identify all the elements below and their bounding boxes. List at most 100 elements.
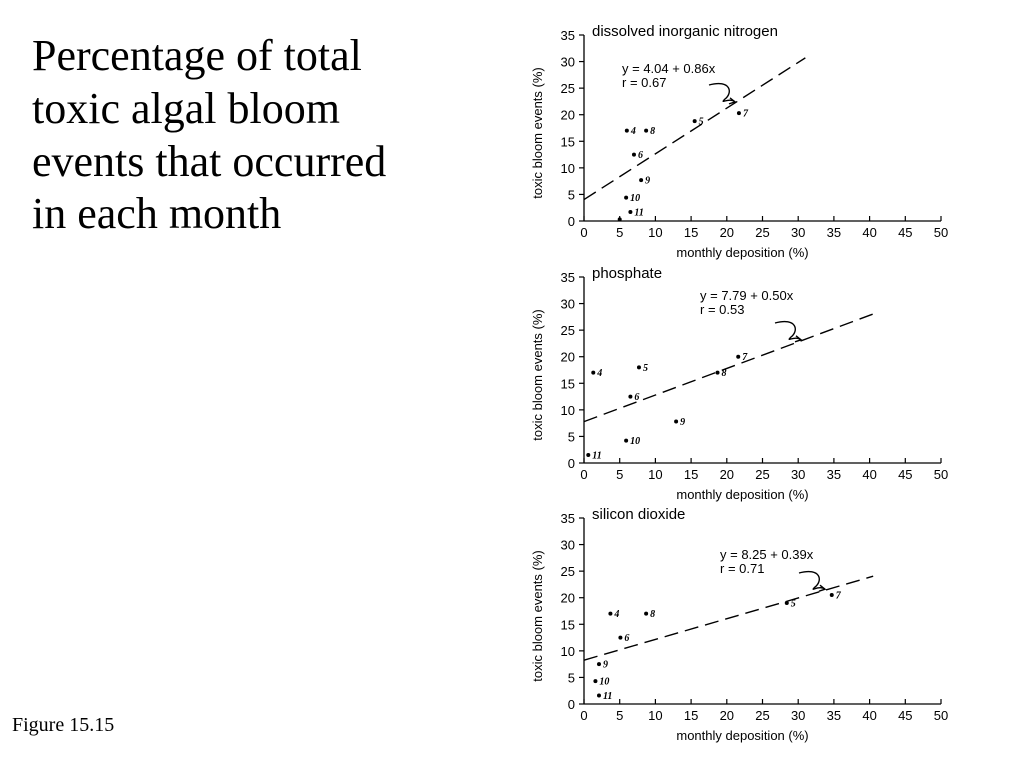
data-point-label: 5 [699,117,704,128]
data-point-label: 11 [634,207,643,218]
x-tick-label: 35 [827,225,841,240]
x-tick-label: 30 [791,225,805,240]
x-tick-label: 5 [616,467,623,482]
correlation-coefficient: r = 0.71 [720,561,764,576]
y-tick-label: 35 [561,270,575,285]
pointer-arrow [774,320,802,341]
x-tick-label: 20 [720,225,734,240]
data-point [644,611,649,616]
data-point-label: 4 [613,609,619,620]
y-tick-label: 35 [561,511,575,526]
x-tick-label: 45 [898,467,912,482]
data-point-label: 4 [630,126,636,137]
figure-caption: Figure 15.15 [12,714,115,736]
data-point [628,394,633,399]
regression-line [583,313,874,423]
y-tick-label: 30 [561,538,575,553]
data-point-label: 8 [650,126,655,137]
x-tick-label: 40 [862,467,876,482]
data-point-label: 11 [603,691,612,702]
y-tick-label: 15 [561,617,575,632]
y-tick-label: 0 [568,456,575,471]
slide-title: Percentage of total toxic algal bloom ev… [32,31,387,239]
x-tick-label: 10 [648,708,662,723]
panel-title: dissolved inorganic nitrogen [592,23,778,40]
x-tick-label: 30 [791,708,805,723]
x-tick-label: 30 [791,467,805,482]
data-point-label: 7 [836,591,842,602]
panel-title: phosphate [592,265,662,282]
data-point [736,111,741,116]
x-tick-label: 35 [827,467,841,482]
pointer-arrow [798,570,826,590]
regression-equation: y = 4.04 + 0.86x [622,61,716,76]
data-point-label: 8 [722,368,727,379]
data-point [829,593,834,598]
data-point [736,354,741,359]
x-tick-label: 5 [616,708,623,723]
y-tick-label: 5 [568,187,575,202]
x-tick-label: 35 [827,708,841,723]
y-tick-label: 0 [568,697,575,712]
data-point [617,217,622,222]
data-point [596,662,601,667]
data-point [715,370,720,375]
x-tick-label: 0 [580,467,587,482]
correlation-coefficient: r = 0.67 [622,75,666,90]
x-tick-label: 40 [862,225,876,240]
data-point-label: 9 [603,660,608,671]
data-point [596,693,601,698]
data-point [784,601,789,606]
data-point [644,128,649,133]
y-axis-label: toxic bloom events (%) [530,309,545,441]
y-tick-label: 5 [568,670,575,685]
regression-equation: y = 7.79 + 0.50x [700,288,794,303]
y-tick-label: 20 [561,108,575,123]
data-point-label: 7 [742,352,748,363]
y-tick-label: 20 [561,350,575,365]
data-point [586,453,591,458]
x-tick-label: 50 [934,467,948,482]
pointer-arrow [708,82,736,103]
x-tick-label: 10 [648,225,662,240]
data-point-label: 6 [638,150,643,161]
y-tick-label: 30 [561,297,575,312]
pointer-arrowhead [818,584,827,592]
x-tick-label: 15 [684,708,698,723]
data-point [591,370,596,375]
data-point-label: 8 [650,609,655,620]
data-point-label: 5 [791,599,796,610]
y-axis-label: toxic bloom events (%) [530,550,545,682]
data-point [639,178,644,183]
x-tick-label: 15 [684,225,698,240]
x-axis-label: monthly deposition (%) [676,245,808,260]
y-tick-label: 10 [561,403,575,418]
pointer-arrowhead [794,335,803,343]
data-point [624,128,629,133]
data-point [618,635,623,640]
data-point-label: 10 [630,436,640,447]
y-tick-label: 35 [561,28,575,43]
pointer-arrowhead [728,97,737,105]
regression-equation: y = 8.25 + 0.39x [720,547,814,562]
data-point-label: 10 [599,677,609,688]
x-tick-label: 50 [934,225,948,240]
y-tick-label: 10 [561,161,575,176]
x-tick-label: 25 [755,225,769,240]
x-tick-label: 45 [898,225,912,240]
data-point [624,195,629,200]
data-point-label: 4 [596,368,602,379]
x-tick-label: 5 [616,225,623,240]
x-axis-label: monthly deposition (%) [676,728,808,743]
correlation-coefficient: r = 0.53 [700,302,744,317]
x-tick-label: 40 [862,708,876,723]
data-point-label: 9 [645,176,650,187]
data-point [608,611,613,616]
data-point-label: 10 [630,193,640,204]
x-tick-label: 20 [720,467,734,482]
y-tick-label: 15 [561,134,575,149]
data-point-label: 7 [743,109,749,120]
x-tick-label: 0 [580,225,587,240]
